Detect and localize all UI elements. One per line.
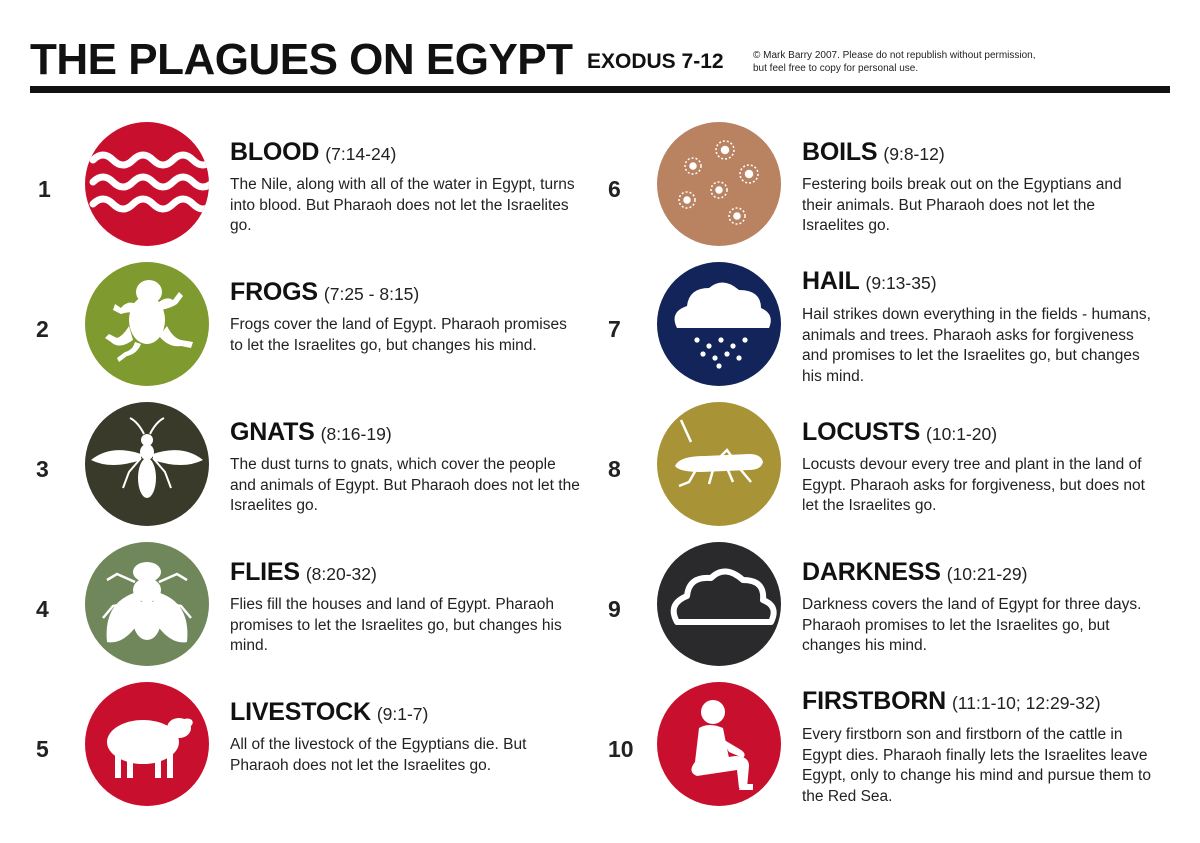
hail-cloud-icon — [657, 262, 781, 386]
plague-description: Hail strikes down everything in the fiel… — [802, 306, 1151, 385]
waves-icon — [85, 122, 209, 246]
sheep-icon — [85, 682, 209, 806]
plague-number: 4 — [36, 596, 49, 622]
header-divider — [30, 86, 1170, 93]
plague-number: 8 — [608, 456, 621, 482]
frog-icon — [85, 262, 209, 386]
page-title: THE PLAGUES ON EGYPT — [30, 35, 573, 84]
plague-number: 10 — [608, 736, 634, 762]
plague-livestock: 5 LIVESTOCK (9:1-7) All of the livestock … — [30, 682, 590, 812]
dark-cloud-icon — [657, 542, 781, 666]
plague-description: All of the livestock of the Egyptians di… — [230, 736, 527, 774]
plague-description: The dust turns to gnats, which cover the… — [230, 456, 580, 514]
plague-heading: BOILS (9:8-12) — [802, 138, 945, 170]
plague-name: FROGS — [230, 278, 318, 306]
plague-reference: (9:13-35) — [865, 273, 937, 293]
plague-number: 3 — [36, 456, 49, 482]
page-subtitle: EXODUS 7-12 — [587, 50, 724, 73]
plague-darkness: 9 DARKNESS (10:21-29) Darkness covers the… — [600, 542, 1160, 672]
locust-icon — [657, 402, 781, 526]
plague-name: LOCUSTS — [802, 418, 921, 446]
plague-name: DARKNESS — [802, 558, 941, 586]
plague-heading: FROGS (7:25 - 8:15) — [230, 278, 419, 310]
plague-name: BOILS — [802, 138, 878, 166]
plague-reference: (9:8-12) — [883, 144, 945, 164]
plague-number: 2 — [36, 316, 49, 342]
plague-reference: (8:16-19) — [320, 424, 392, 444]
plague-name: HAIL — [802, 267, 860, 295]
copyright-notice: © Mark Barry 2007. Please do not republi… — [753, 49, 1083, 75]
plague-number: 1 — [38, 176, 51, 202]
plague-frogs: 2 FROGS (7:25 - 8:15) Frogs cover the lan… — [30, 262, 590, 392]
plague-number: 7 — [608, 316, 621, 342]
plague-reference: (7:25 - 8:15) — [323, 284, 420, 304]
plague-description: Festering boils break out on the Egyptia… — [802, 176, 1122, 234]
plague-reference: (10:1-20) — [926, 424, 998, 444]
plague-name: LIVESTOCK — [230, 698, 371, 726]
plague-heading: LOCUSTS (10:1-20) — [802, 418, 997, 450]
plague-description: Darkness covers the land of Egypt for th… — [802, 596, 1142, 654]
plague-blood: 1 BLOOD (7:14-24) The Nile, along with al… — [30, 122, 590, 252]
plague-heading: FIRSTBORN (11:1-10; 12:29-32) — [802, 687, 1101, 719]
plague-name: BLOOD — [230, 138, 320, 166]
plague-number: 5 — [36, 736, 49, 762]
seated-child-icon — [657, 682, 781, 806]
plague-boils: 6 BOILS (9:8-12) Festering boils break ou… — [600, 122, 1160, 252]
plague-reference: (9:1-7) — [376, 704, 429, 724]
fly-icon — [85, 542, 209, 666]
boils-icon — [657, 122, 781, 246]
plague-firstborn: 10 FIRSTBORN (11:1-10; 12:29-32) Every fi… — [600, 682, 1160, 812]
plague-number: 6 — [608, 176, 621, 202]
gnat-icon — [85, 402, 209, 526]
plague-name: FLIES — [230, 558, 300, 586]
plague-description: Flies fill the houses and land of Egypt.… — [230, 596, 562, 654]
plague-description: Every firstborn son and firstborn of the… — [802, 726, 1151, 805]
plague-locusts: 8 LOCUSTS (10:1-20) Locusts devour every … — [600, 402, 1160, 532]
plague-reference: (7:14-24) — [325, 144, 397, 164]
plague-name: GNATS — [230, 418, 315, 446]
plague-description: Frogs cover the land of Egypt. Pharaoh p… — [230, 316, 567, 354]
plague-reference: (8:20-32) — [305, 564, 377, 584]
plague-heading: BLOOD (7:14-24) — [230, 138, 396, 170]
plague-reference: (11:1-10; 12:29-32) — [952, 693, 1101, 713]
plague-description: The Nile, along with all of the water in… — [230, 176, 575, 234]
page-header: THE PLAGUES ON EGYPT EXODUS 7-12 © Mark … — [30, 28, 1170, 88]
copyright-line-2: but feel free to copy for personal use. — [753, 63, 919, 74]
plague-reference: (10:21-29) — [946, 564, 1028, 584]
plague-heading: HAIL (9:13-35) — [802, 267, 937, 299]
copyright-line-1: © Mark Barry 2007. Please do not republi… — [753, 50, 1036, 61]
plague-heading: LIVESTOCK (9:1-7) — [230, 698, 428, 730]
plague-flies: 4 FLIES (8:20-32) Flies fill the houses a… — [30, 542, 590, 672]
plague-hail: 7 HAIL (9:13-35) Hail strikes down everyt… — [600, 262, 1160, 392]
plague-heading: DARKNESS (10:21-29) — [802, 558, 1027, 590]
plague-number: 9 — [608, 596, 621, 622]
plague-gnats: 3 GNATS (8:16-19) The dust turns to gnats… — [30, 402, 590, 532]
plague-name: FIRSTBORN — [802, 687, 947, 715]
plague-description: Locusts devour every tree and plant in t… — [802, 456, 1145, 514]
plague-heading: FLIES (8:20-32) — [230, 558, 377, 590]
plague-heading: GNATS (8:16-19) — [230, 418, 392, 450]
